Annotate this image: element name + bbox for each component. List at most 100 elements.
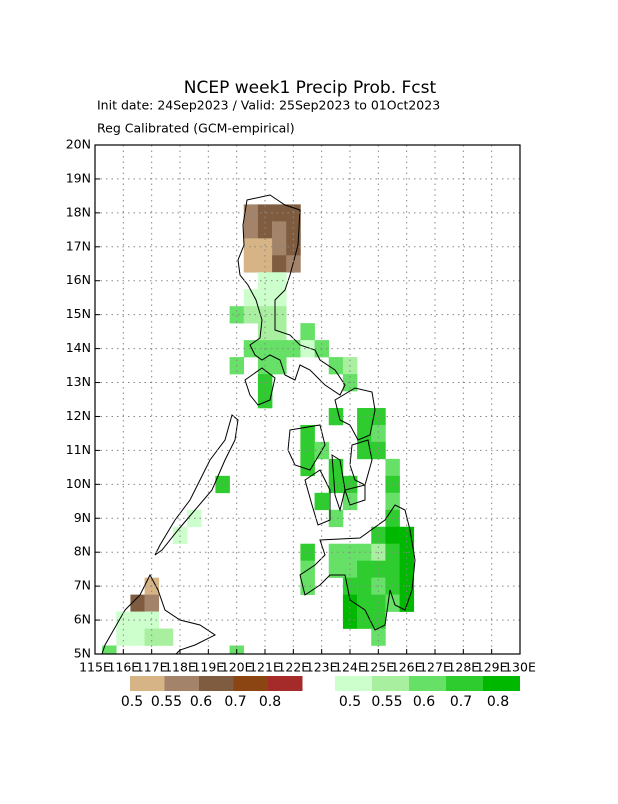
cell-layer xyxy=(102,204,415,654)
x-tick-label: 130E xyxy=(504,660,536,675)
x-tick-label: 117E xyxy=(136,660,168,675)
prob-cell xyxy=(272,306,287,324)
prob-cell xyxy=(342,475,358,494)
prob-cell xyxy=(130,611,145,629)
colorbar-box xyxy=(164,676,199,691)
coastlines xyxy=(101,194,416,654)
prob-cell xyxy=(357,424,372,443)
y-tick-label: 13N xyxy=(66,374,91,389)
prob-cell xyxy=(286,255,301,273)
prob-cell xyxy=(328,543,344,561)
colorbar-box xyxy=(409,676,446,691)
prob-cell xyxy=(102,645,117,654)
prob-cell xyxy=(342,611,358,629)
prob-cell xyxy=(257,221,273,239)
prob-cell xyxy=(144,611,160,629)
y-tick-label: 20N xyxy=(66,137,91,152)
prob-cell xyxy=(357,441,372,460)
colorbar-box xyxy=(199,676,234,691)
prob-cell xyxy=(286,221,301,239)
prob-cell xyxy=(272,204,287,222)
colorbar-box xyxy=(446,676,483,691)
prob-cell xyxy=(243,255,259,273)
prob-cell xyxy=(257,272,273,290)
subtitle: Init date: 24Sep2023 / Valid: 25Sep2023 … xyxy=(97,98,440,113)
prob-cell xyxy=(243,289,259,307)
prob-cell xyxy=(158,628,174,646)
colorbar-box xyxy=(268,676,303,691)
title: NCEP week1 Precip Prob. Fcst xyxy=(184,78,437,98)
prob-cell xyxy=(385,458,400,477)
x-tick-label: 120E xyxy=(221,660,253,675)
prob-cell xyxy=(272,255,287,273)
prob-cell xyxy=(300,340,315,358)
prob-cell xyxy=(257,255,273,273)
prob-cell xyxy=(144,594,160,612)
prob-cell xyxy=(385,492,400,511)
prob-cell xyxy=(357,543,372,561)
y-tick-label: 7N xyxy=(74,578,91,593)
prob-cell xyxy=(144,628,160,646)
y-tick-label: 8N xyxy=(74,544,91,559)
colorbar-label: 0.7 xyxy=(224,694,246,710)
x-tick-label: 123E xyxy=(306,660,338,675)
prob-cell xyxy=(371,594,386,612)
colorbar-box xyxy=(372,676,409,691)
x-tick-label: 128E xyxy=(447,660,479,675)
prob-cell xyxy=(257,204,273,222)
prob-cell xyxy=(371,526,386,545)
colorbar-label: 0.8 xyxy=(487,694,509,710)
coastline xyxy=(299,504,416,631)
colorbar-label: 0.5 xyxy=(339,694,361,710)
prob-cell xyxy=(243,340,259,358)
coastline xyxy=(344,484,366,506)
prob-cell xyxy=(328,357,344,375)
x-tick-label: 121E xyxy=(249,660,281,675)
prob-cell xyxy=(243,221,259,239)
y-tick-label: 16N xyxy=(66,272,91,287)
y-tick-label: 17N xyxy=(66,238,91,253)
colorbar-label: 0.55 xyxy=(371,694,402,710)
prob-cell xyxy=(357,407,372,426)
y-tick-label: 18N xyxy=(66,204,91,219)
colorbar-box xyxy=(233,676,268,691)
prob-cell xyxy=(357,560,372,578)
prob-cell xyxy=(229,306,245,324)
prob-cell xyxy=(371,424,386,443)
plot-frame xyxy=(94,144,521,655)
coastline xyxy=(331,454,346,512)
prob-cell xyxy=(385,560,400,578)
coastline xyxy=(244,367,276,406)
prob-cell xyxy=(130,628,145,646)
prob-cell xyxy=(371,628,386,646)
y-tick-label: 6N xyxy=(74,612,91,627)
prob-cell xyxy=(328,407,344,426)
x-tick-label: 127E xyxy=(419,660,451,675)
x-tick-label: 118E xyxy=(164,660,196,675)
colorbar-box xyxy=(130,676,165,691)
prob-cell xyxy=(371,611,386,629)
coastline xyxy=(101,573,216,654)
coastline xyxy=(334,387,376,441)
prob-cell xyxy=(399,594,415,612)
prob-cell xyxy=(300,323,315,341)
y-tick-label: 11N xyxy=(66,442,91,457)
prob-cell xyxy=(272,289,287,307)
prob-cell xyxy=(357,577,372,595)
x-tick-label: 125E xyxy=(362,660,394,675)
prob-cell xyxy=(272,238,287,256)
x-tick-label: 124E xyxy=(334,660,366,675)
y-tick-label: 12N xyxy=(66,408,91,423)
x-tick-label: 116E xyxy=(107,660,139,675)
colorbar-label: 0.8 xyxy=(259,694,281,710)
x-tick-label: 122E xyxy=(277,660,309,675)
x-tick-label: 129E xyxy=(476,660,508,675)
prob-cell xyxy=(314,492,330,511)
prob-cell xyxy=(272,221,287,239)
y-tick-label: 19N xyxy=(66,170,91,185)
prob-cell xyxy=(243,306,259,324)
prob-cell xyxy=(328,560,344,578)
prob-cell xyxy=(385,526,400,545)
colorbar-label: 0.7 xyxy=(450,694,472,710)
